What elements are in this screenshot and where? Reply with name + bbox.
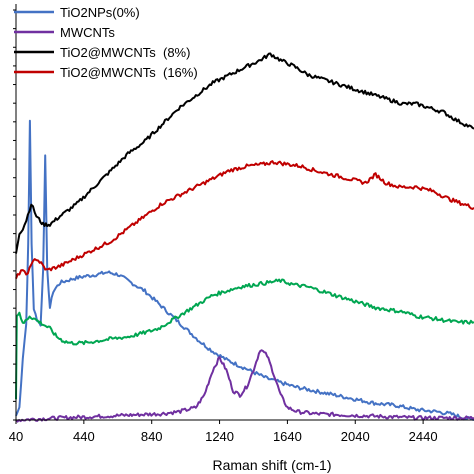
legend-label-1: MWCNTs [60, 25, 115, 40]
legend-label-0: TiO2NPs(0%) [60, 5, 140, 20]
x-axis-title: Raman shift (cm-1) [212, 457, 331, 473]
x-tick-label: 1640 [273, 429, 302, 444]
x-tick-label: 440 [73, 429, 95, 444]
x-tick-labels: 40 440 840 1240 1640 2040 2440 [9, 420, 438, 444]
series-line-1 [15, 349, 474, 423]
axes [13, 4, 474, 421]
series-line-0 [15, 119, 474, 421]
x-tick-label: 840 [141, 429, 163, 444]
series-line-4 [15, 278, 474, 400]
legend: TiO2NPs(0%) MWCNTs TiO2@MWCNTs (8%) TiO2@MW… [14, 5, 198, 80]
legend-label-2: TiO2@MWCNTs (8%) [60, 45, 190, 60]
series-line-3 [15, 160, 474, 279]
x-tick-label: 2440 [409, 429, 438, 444]
x-tick-label: 40 [9, 429, 23, 444]
plot-area [15, 52, 474, 423]
series-line-2 [15, 52, 474, 254]
x-tick-label: 2040 [341, 429, 370, 444]
legend-label-3: TiO2@MWCNTs (16%) [60, 65, 198, 80]
x-tick-label: 1240 [205, 429, 234, 444]
